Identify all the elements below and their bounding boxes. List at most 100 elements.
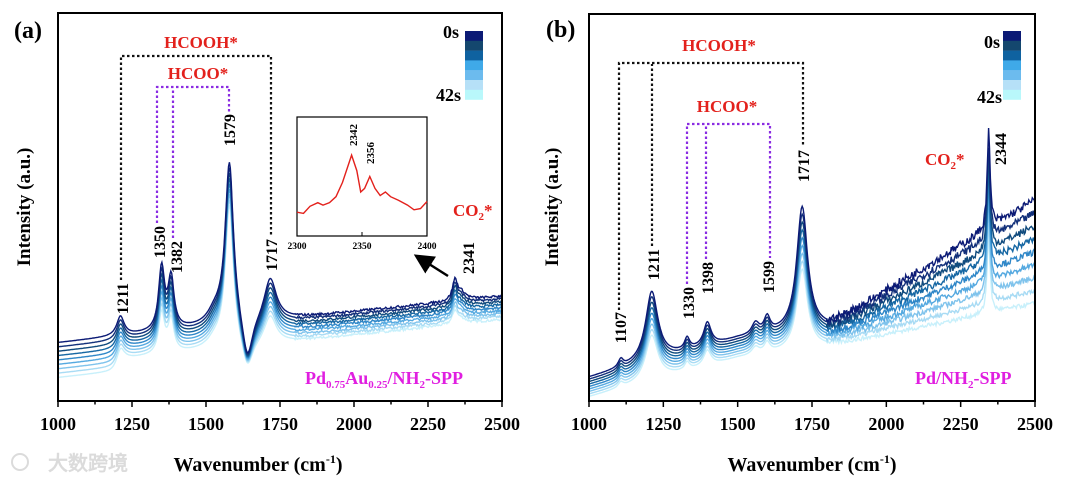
x-axis-label-b: Wavenumber (cm-1) (727, 452, 896, 476)
x-tick-label: 2000 (336, 414, 372, 434)
inset-frame (296, 116, 428, 237)
colorbar-swatch (1003, 50, 1021, 61)
inset-tick-label: 2400 (418, 242, 437, 252)
legend-end-b: 42s (977, 87, 1002, 107)
x-tick-label: 1000 (40, 414, 76, 434)
x-tick-label: 1750 (262, 414, 298, 434)
x-tick-label: 2500 (1017, 414, 1053, 434)
x-tick-label: 2250 (943, 414, 979, 434)
colorbar-swatch (1003, 70, 1021, 81)
colorbar-swatch (1003, 89, 1021, 100)
hcooh-label-b: HCOOH* (682, 36, 756, 55)
inset-peak-label-2342: 2342 (348, 124, 360, 147)
spectrum-series-3 (589, 169, 1035, 385)
colorbar-swatch (1003, 80, 1021, 90)
peak-label-1579: 1579 (222, 114, 239, 146)
colorbar-swatch (465, 89, 483, 100)
spectrum-series-6 (58, 194, 502, 370)
peak-label-1211: 1211 (115, 283, 132, 314)
spectrum-series-1 (58, 167, 502, 355)
y-axis-label-a: Intensity (a.u.) (14, 148, 35, 267)
inset-chart: 2300 2350 2400 2342 2356 (288, 116, 437, 252)
x-tick-label: 1500 (188, 414, 224, 434)
co2-label-a: CO2* (453, 201, 493, 223)
peak-label-1382: 1382 (169, 241, 186, 273)
peak-label-2344: 2344 (993, 133, 1010, 165)
sample-label-a: Pd0.75Au0.25/NH2-SPP (305, 368, 463, 391)
co2-label-b: CO2* (925, 150, 965, 172)
hcooh-label-a: HCOOH* (164, 33, 238, 52)
spectrum-series-5 (58, 188, 502, 365)
watermark-text: 大数跨境 (48, 451, 128, 475)
panel-label-a: (a) (14, 18, 42, 44)
x-tick-label: 2250 (410, 414, 446, 434)
x-axis-label-a: Wavenumber (cm-1) (173, 452, 342, 476)
panel-b: (b) 1000 1250 1500 1750 2000 2250 2500 Intensi… (542, 13, 1053, 476)
colorbar-swatch (465, 31, 483, 41)
hcoo-bracket-b (685, 122, 772, 284)
panel-a: (a) 1000 1250 1500 1750 2000 2250 2500 Intensi… (14, 12, 520, 476)
peak-label-2341: 2341 (461, 242, 478, 274)
colorbar-swatch (1003, 31, 1021, 41)
x-tick-label: 1250 (114, 414, 150, 434)
watermark-logo-icon (11, 453, 29, 471)
legend-start-a: 0s (443, 22, 459, 42)
legend-colorbar-a (465, 31, 483, 100)
x-tick-label: 1500 (720, 414, 756, 434)
peak-label-1398: 1398 (700, 262, 717, 294)
hcoo-label-a: HCOO* (168, 64, 228, 83)
inset-tick-label: 2300 (288, 242, 307, 252)
spectrum-series-8 (589, 236, 1035, 397)
hcoo-label-b: HCOO* (697, 97, 757, 116)
peak-label-1717: 1717 (796, 150, 813, 182)
sample-label-b: Pd/NH2-SPP (915, 368, 1012, 391)
spectrum-series-7 (58, 199, 502, 374)
x-axis-a: 1000 1250 1500 1750 2000 2250 2500 (40, 401, 520, 434)
hcooh-bracket-b (617, 61, 805, 310)
spectrum-series-0 (589, 127, 1035, 378)
colorbar-swatch (1003, 60, 1021, 71)
hcooh-bracket-a (119, 54, 273, 280)
inset-peak-label-2356: 2356 (365, 142, 377, 165)
panel-label-b: (b) (546, 17, 575, 43)
spectrum-series-4 (58, 183, 502, 361)
x-tick-label: 2000 (868, 414, 904, 434)
colorbar-swatch (465, 80, 483, 90)
colorbar-swatch (1003, 40, 1021, 51)
series-group-b (589, 127, 1035, 397)
x-tick-label: 1250 (645, 414, 681, 434)
x-tick-label: 1000 (571, 414, 607, 434)
peak-label-1107: 1107 (613, 312, 630, 343)
peak-label-1717: 1717 (264, 239, 281, 271)
x-tick-label: 1750 (794, 414, 830, 434)
peak-label-1330: 1330 (681, 287, 698, 319)
x-tick-label: 2500 (484, 414, 520, 434)
plot-frame-a (57, 12, 503, 402)
peak-label-1599: 1599 (761, 261, 778, 293)
x-axis-b: 1000 1250 1500 1750 2000 2250 2500 (571, 401, 1053, 434)
peak-label-1350: 1350 (152, 226, 169, 258)
spectrum-series-1 (589, 147, 1035, 380)
spectrum-series-8 (58, 204, 502, 379)
legend-start-b: 0s (984, 32, 1000, 52)
spectrum-series-2 (58, 172, 502, 357)
spectrum-series-6 (589, 210, 1035, 393)
spectrum-series-0 (58, 162, 502, 354)
colorbar-swatch (465, 60, 483, 71)
spectrum-series-3 (58, 178, 502, 358)
colorbar-swatch (465, 50, 483, 61)
spectrum-series-5 (589, 197, 1035, 390)
spectrum-series-7 (589, 224, 1035, 395)
legend-end-a: 42s (436, 85, 461, 105)
inset-tick-label: 2350 (353, 242, 372, 252)
watermark: 大数跨境 (11, 451, 128, 475)
hcoo-bracket-a (155, 85, 231, 238)
y-axis-label-b: Intensity (a.u.) (542, 148, 563, 267)
series-group-a (58, 162, 502, 379)
colorbar-swatch (465, 70, 483, 81)
legend-colorbar-b (1003, 31, 1021, 100)
peak-label-1211: 1211 (646, 249, 663, 280)
spectrum-series-2 (589, 157, 1035, 383)
colorbar-swatch (465, 40, 483, 51)
